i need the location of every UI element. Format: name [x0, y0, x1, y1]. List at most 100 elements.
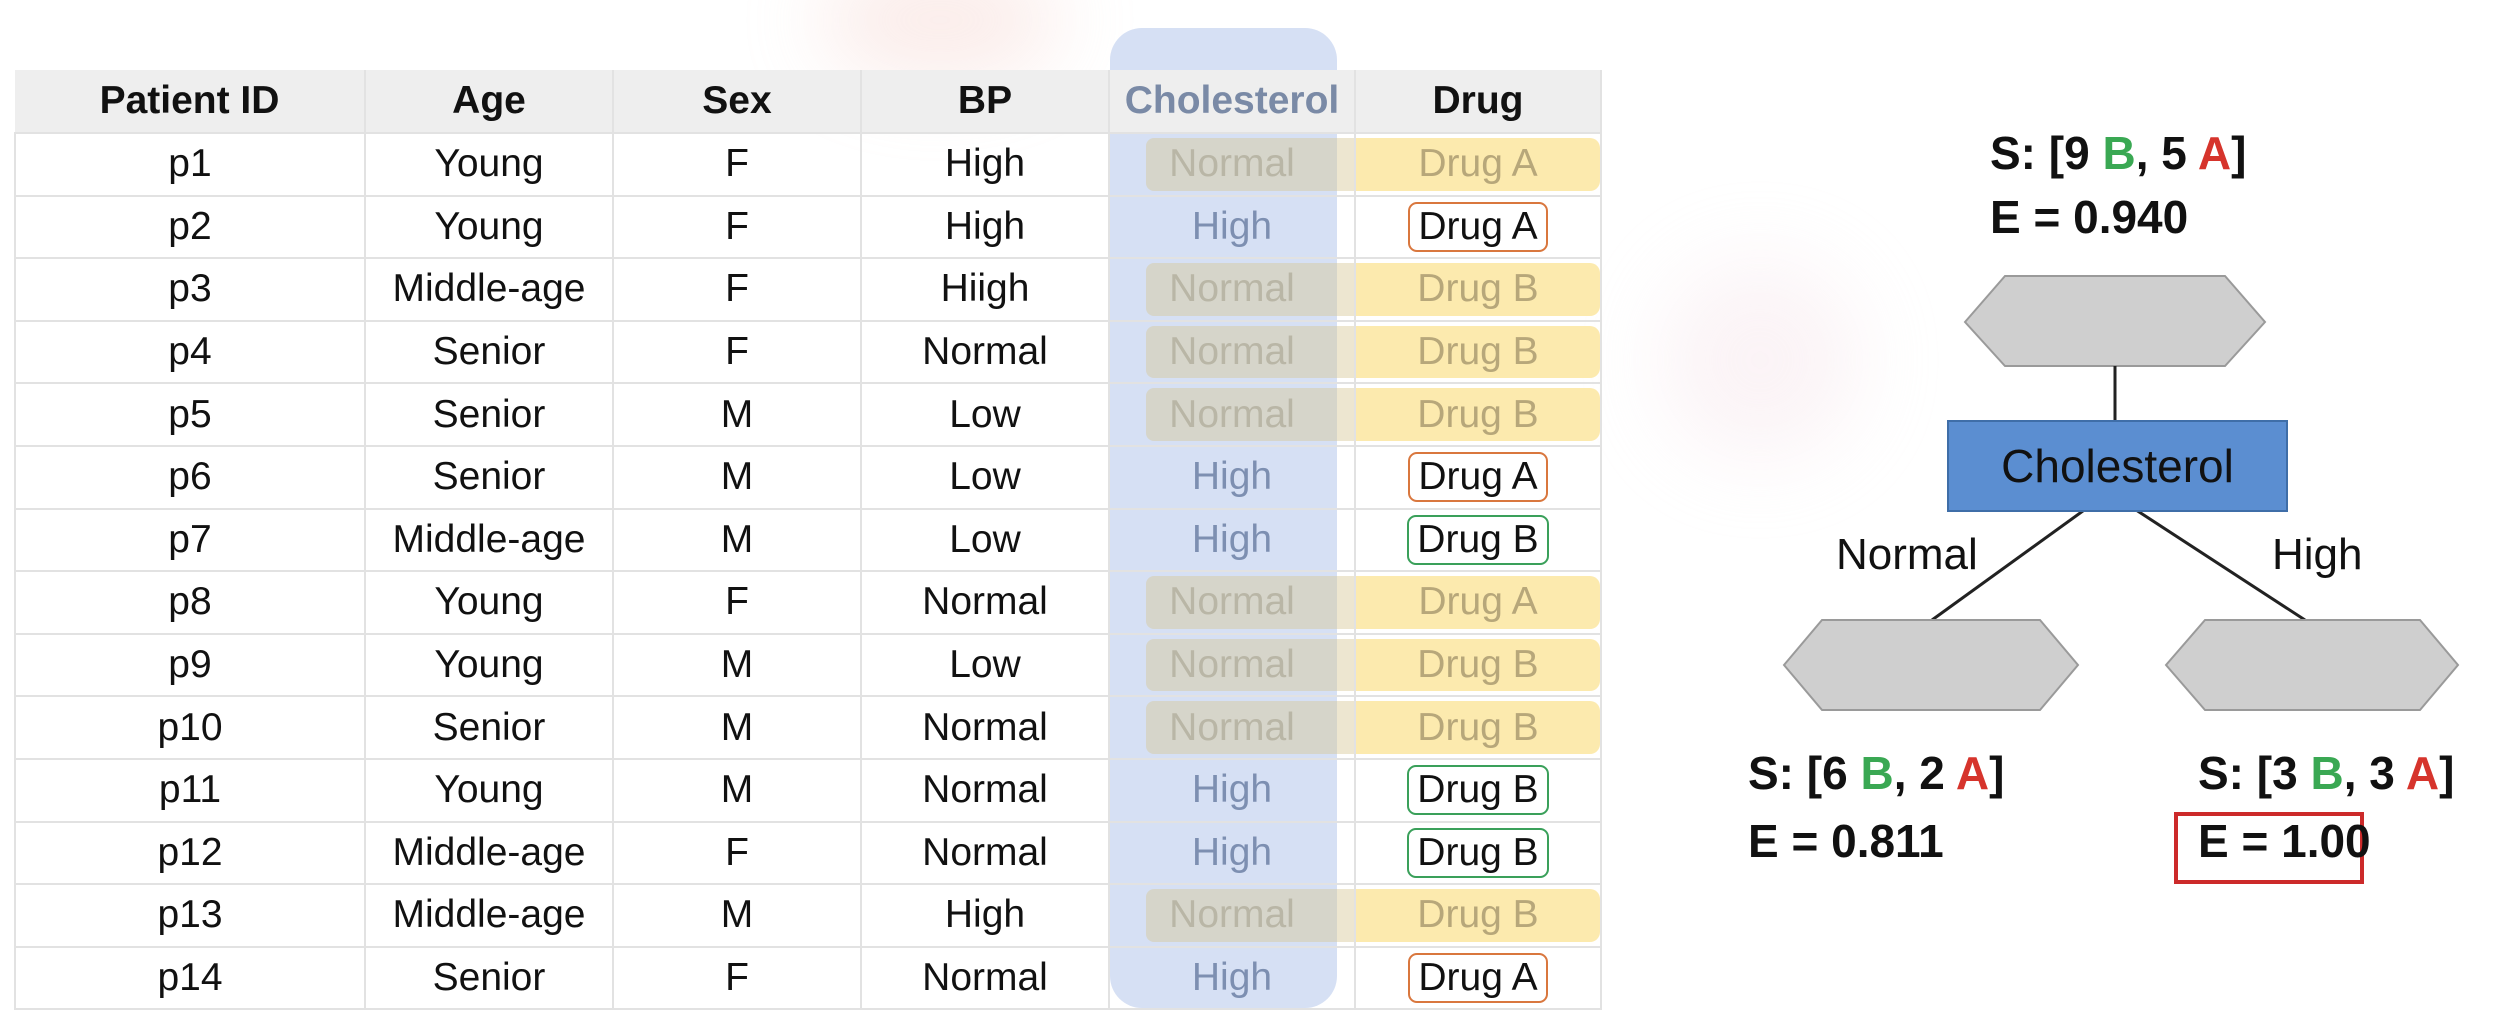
cholesterol-cell: Normal [1109, 571, 1356, 635]
cholesterol-cell: High [1109, 821, 1356, 886]
bp-cell: Normal [861, 821, 1110, 886]
table-header-row: Patient ID Age Sex BP Cholesterol Drug [15, 70, 1602, 134]
table-row: p6 Senior M Low High Drug A [14, 445, 1602, 510]
cholesterol-cell: Normal [1109, 133, 1356, 197]
drug-cell: Drug A [1355, 133, 1602, 197]
header-patient-id: Patient ID [15, 70, 366, 134]
patient-id-cell: p3 [14, 258, 366, 322]
bp-cell: High [861, 195, 1110, 260]
drug-cell: Drug A [1355, 571, 1602, 635]
patient-id-cell: p7 [14, 508, 366, 573]
table-row: p2 Young F High High Drug A [14, 195, 1602, 260]
header-drug: Drug [1355, 70, 1602, 134]
root-sample-suffix: ] [2231, 127, 2247, 179]
drug-cell: Drug A [1355, 445, 1602, 510]
cholesterol-cell: Normal [1109, 884, 1356, 948]
drug-label: Drug B [1407, 514, 1549, 565]
sex-cell: M [613, 696, 862, 760]
patient-id-cell: p2 [14, 195, 366, 260]
patient-id-cell: p13 [14, 884, 366, 948]
right-entropy-highlight-box [2174, 812, 2364, 884]
header-cholesterol: Cholesterol [1109, 70, 1356, 134]
root-a-label: A [2197, 127, 2232, 179]
age-cell: Senior [365, 445, 614, 510]
table-row: p5 Senior M Low Normal Drug B [14, 383, 1602, 447]
cholesterol-cell: High [1109, 195, 1356, 260]
drug-label: Drug B [1407, 765, 1549, 816]
cholesterol-split-node: Cholesterol [1947, 420, 2288, 512]
sex-cell: F [613, 320, 862, 385]
sex-cell: M [613, 633, 862, 698]
cholesterol-cell: High [1109, 758, 1356, 823]
sex-cell: F [613, 821, 862, 886]
drug-label: Drug A [1408, 953, 1548, 1004]
normal-branch-label: Normal [1836, 530, 1978, 579]
sex-cell: M [613, 383, 862, 447]
bp-cell: Normal [861, 320, 1110, 385]
cholesterol-cell: High [1109, 508, 1356, 573]
bp-cell: Normal [861, 946, 1110, 1010]
left-sample-suffix: ] [1989, 747, 2005, 799]
right-b-label: B [2310, 747, 2344, 799]
root-sample-mid: , 5 [2135, 127, 2198, 179]
left-entropy: E = 0.811 [1748, 815, 1944, 867]
age-cell: Senior [365, 696, 614, 760]
drug-label: Drug A [1408, 452, 1548, 503]
age-cell: Young [365, 571, 614, 635]
cholesterol-cell: Normal [1109, 383, 1356, 447]
right-sample-prefix: S: [3 [2198, 747, 2311, 799]
table-row: p8 Young F Normal Normal Drug A [14, 571, 1602, 635]
normal-branch-line [1931, 506, 2088, 622]
right-entropy: E = 1.00 [2198, 815, 2371, 867]
table-row: p10 Senior M Normal Normal Drug B [14, 696, 1602, 760]
patient-id-cell: p5 [14, 383, 366, 447]
bp-cell: High [861, 133, 1110, 197]
right-sample-mid: , 3 [2343, 747, 2406, 799]
table-row: p7 Middle-age M Low High Drug B [14, 508, 1602, 573]
drug-cell: Drug B [1355, 383, 1602, 447]
right-sample-suffix: ] [2439, 747, 2455, 799]
bp-cell: Low [861, 633, 1110, 698]
sex-cell: F [613, 571, 862, 635]
table-row: p12 Middle-age F Normal High Drug B [14, 821, 1602, 886]
sex-cell: F [613, 946, 862, 1010]
sex-cell: F [613, 195, 862, 260]
drug-cell: Drug B [1355, 884, 1602, 948]
patient-id-cell: p1 [14, 133, 366, 197]
patient-id-cell: p10 [14, 696, 366, 760]
high-branch-line [2132, 506, 2306, 622]
header-age: Age [365, 70, 614, 134]
right-leaf-hexagon [2164, 619, 2460, 711]
cholesterol-cell: Normal [1109, 633, 1356, 698]
drug-cell: Drug B [1355, 821, 1602, 886]
table-row: p9 Young M Low Normal Drug B [14, 633, 1602, 698]
left-sample-counts: S: [6 B, 2 A] [1748, 746, 2004, 800]
age-cell: Middle-age [365, 884, 614, 948]
bp-cell: Normal [861, 571, 1110, 635]
left-b-label: B [1860, 747, 1894, 799]
drug-cell: Drug B [1355, 508, 1602, 573]
root-hexagon [1963, 275, 2267, 367]
drug-label: Drug A [1408, 201, 1548, 252]
root-entropy: E = 0.940 [1990, 191, 2189, 243]
age-cell: Middle-age [365, 508, 614, 573]
table-row: p4 Senior F Normal Normal Drug B [14, 320, 1602, 385]
age-cell: Middle-age [365, 258, 614, 322]
patient-id-cell: p8 [14, 571, 366, 635]
patient-id-cell: p9 [14, 633, 366, 698]
drug-cell: Drug A [1355, 195, 1602, 260]
patient-id-cell: p11 [14, 758, 366, 823]
drug-cell: Drug B [1355, 696, 1602, 760]
header-bp: BP [861, 70, 1110, 134]
left-leaf-hexagon [1782, 619, 2080, 711]
root-b-label: B [2102, 127, 2136, 179]
patient-id-cell: p6 [14, 445, 366, 510]
bp-cell: Normal [861, 758, 1110, 823]
table-row: p3 Middle-age F Hiigh Normal Drug B [14, 258, 1602, 322]
age-cell: Senior [365, 383, 614, 447]
drug-cell: Drug B [1355, 758, 1602, 823]
sex-cell: F [613, 133, 862, 197]
table-row: p1 Young F High Normal Drug A [14, 133, 1602, 197]
drug-cell: Drug B [1355, 320, 1602, 385]
